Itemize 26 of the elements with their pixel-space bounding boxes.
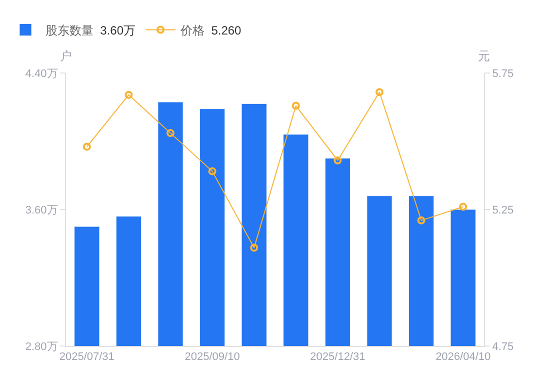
point: [334, 156, 342, 164]
x-tick-label: 2025/07/31: [59, 351, 114, 364]
x-tick-label: 2026/04/10: [436, 351, 491, 364]
y2-tick-label: 5.25: [492, 204, 514, 216]
y-tick-label: 4.40万: [25, 68, 58, 80]
y2-axis-title: 元: [478, 49, 490, 63]
point: [417, 216, 426, 224]
x-tick-label: 2025/09/10: [184, 351, 240, 364]
x-tick-label: 2025/12/31: [310, 351, 366, 364]
point: [166, 129, 174, 138]
y2-tick-label: 4.75: [492, 340, 514, 353]
text: 3.60万: [100, 23, 136, 38]
y-tick-label: 3.60万: [25, 204, 58, 216]
point: [292, 102, 300, 110]
y-axis-title: 户: [60, 49, 72, 63]
y-tick-label: 2.80万: [25, 340, 58, 353]
y2-tick-label: 5.75: [492, 68, 514, 80]
text: 5.260: [211, 23, 242, 38]
legend-label: 股东数量: [46, 23, 94, 38]
point: [250, 244, 258, 252]
point: [124, 90, 133, 99]
legend-label: 价格: [180, 23, 205, 38]
point: [82, 142, 91, 151]
point: [376, 88, 384, 96]
point: [459, 202, 468, 211]
point: [208, 167, 216, 176]
